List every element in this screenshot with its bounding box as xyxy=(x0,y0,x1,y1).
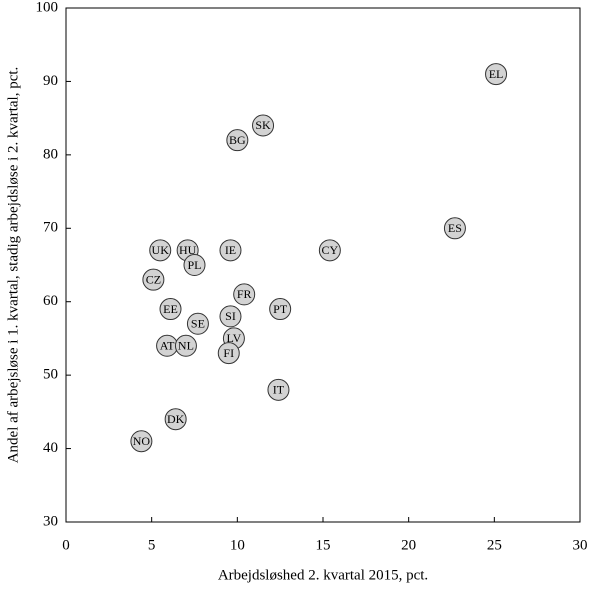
point xyxy=(226,129,249,152)
point-label: HU xyxy=(179,243,197,257)
point xyxy=(267,378,290,401)
point xyxy=(149,239,172,262)
point-label: CZ xyxy=(146,272,161,286)
point-label: CY xyxy=(322,243,339,257)
point-label: IE xyxy=(225,243,236,257)
x-tick-label: 20 xyxy=(401,537,416,553)
x-tick-label: 30 xyxy=(573,537,588,553)
y-tick-label: 60 xyxy=(43,293,58,309)
point xyxy=(269,298,292,321)
point-label: FR xyxy=(237,287,252,301)
point xyxy=(485,63,508,86)
y-tick-label: 40 xyxy=(43,440,58,456)
point-label: EE xyxy=(163,302,178,316)
point xyxy=(217,342,240,365)
point-label: PT xyxy=(273,302,288,316)
point xyxy=(130,430,153,453)
point-label: EL xyxy=(489,67,504,81)
point xyxy=(233,283,256,306)
point xyxy=(252,114,275,137)
point xyxy=(219,239,242,262)
point-label: IT xyxy=(273,383,285,397)
x-axis-label: Arbejdsløshed 2. kvartal 2015, pct. xyxy=(218,567,428,583)
y-tick-label: 90 xyxy=(43,73,58,89)
point xyxy=(443,217,466,240)
point xyxy=(318,239,341,262)
point xyxy=(142,268,165,291)
point-label: UK xyxy=(152,243,170,257)
point-label: SI xyxy=(225,309,236,323)
point xyxy=(164,408,187,431)
point-label: NO xyxy=(133,434,151,448)
point xyxy=(159,298,182,321)
point xyxy=(174,334,197,357)
point-label: SE xyxy=(191,316,205,330)
point xyxy=(219,305,242,328)
y-tick-label: 80 xyxy=(43,146,58,162)
point-label: ES xyxy=(448,221,462,235)
y-tick-label: 50 xyxy=(43,367,58,383)
point-label: DK xyxy=(167,412,185,426)
point xyxy=(183,254,206,276)
point-label: PL xyxy=(187,258,201,272)
point-label: LV xyxy=(226,331,241,345)
x-tick-label: 25 xyxy=(487,537,502,553)
point-label: AT xyxy=(160,339,175,353)
y-tick-label: 100 xyxy=(36,0,59,15)
y-tick-label: 70 xyxy=(43,220,58,236)
point-label: NL xyxy=(178,339,194,353)
point-label: SK xyxy=(255,118,271,132)
x-tick-label: 5 xyxy=(148,537,156,553)
y-tick-label: 30 xyxy=(43,513,58,529)
x-tick-label: 15 xyxy=(316,537,331,553)
point-label: BG xyxy=(229,133,246,147)
x-tick-label: 10 xyxy=(230,537,245,553)
x-tick-label: 0 xyxy=(62,537,70,553)
y-axis-label: Andel af arbejsløse i 1. kvartal, stadig… xyxy=(5,67,21,464)
point xyxy=(186,312,209,335)
point-label: FI xyxy=(223,346,234,360)
